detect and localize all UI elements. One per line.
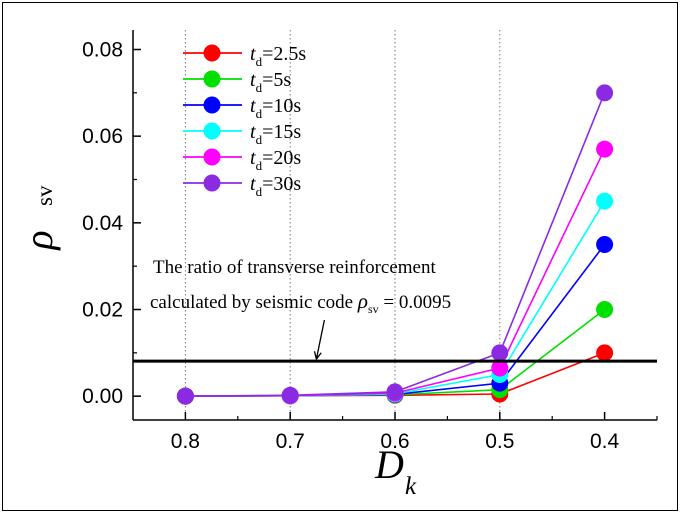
y-tick-label-0: 0.00: [82, 385, 123, 408]
legend-label-value-5: =30s: [262, 173, 301, 195]
legend-label-sub-5: d: [256, 184, 263, 199]
x-tick-label-3: 0.5: [485, 430, 514, 453]
legend-label-main-3: t: [250, 121, 256, 143]
legend-label-0: td=2.5s: [250, 43, 306, 69]
series-layer: [176, 84, 614, 405]
x-axis-label-sub: k: [405, 473, 417, 500]
legend-label-2: td=10s: [250, 95, 301, 121]
legend-label-main-5: t: [250, 173, 256, 195]
legend-label-main-2: t: [250, 95, 256, 117]
y-tick-label-4: 0.08: [82, 39, 123, 62]
annotation-prefix: calculated by seismic code: [150, 292, 358, 313]
figure-frame: [2, 2, 678, 511]
annotation: The ratio of transverse reinforcement ca…: [150, 257, 451, 361]
y-tick-label-1: 0.02: [82, 299, 123, 322]
series-1-point-4: [596, 301, 614, 318]
y-axis-label-sub: sv: [32, 185, 57, 206]
series-5-point-1: [281, 386, 299, 404]
legend-label-3: td=15s: [250, 121, 301, 147]
legend-label-value-1: =5s: [262, 69, 291, 91]
legend-marker-5: [203, 174, 221, 192]
legend-marker-0: [203, 44, 221, 62]
series-3-point-4: [596, 192, 614, 210]
legend-marker-2: [203, 96, 221, 114]
annotation-symbol: ρ: [357, 289, 368, 313]
x-tick-label-2: 0.6: [380, 430, 409, 453]
annotation-suffix: = 0.0095: [379, 292, 451, 313]
y-axis-label-main: ρ: [16, 230, 61, 251]
legend-marker-4: [203, 148, 221, 166]
legend-label-5: td=30s: [250, 173, 301, 199]
legend-label-sub-3: d: [256, 132, 263, 147]
series-5-point-3: [491, 344, 509, 362]
legend-label-sub-4: d: [256, 158, 263, 173]
series-4-point-4: [596, 140, 614, 158]
legend-label-1: td=5s: [250, 69, 291, 95]
series-4-point-3: [491, 359, 509, 377]
series-5-point-2: [386, 383, 404, 401]
legend-label-value-3: =15s: [262, 121, 301, 143]
legend-marker-3: [203, 122, 221, 140]
x-tick-label-0: 0.8: [171, 430, 200, 453]
y-axis-label: ρ sv: [16, 185, 61, 252]
legend-label-4: td=20s: [250, 147, 301, 173]
series-5-point-0: [176, 387, 194, 405]
annotation-arrow: [313, 319, 326, 361]
legend-label-main-1: t: [250, 69, 256, 91]
annotation-sub: sv: [368, 302, 379, 316]
x-axis-label-main: D: [374, 442, 404, 487]
annotation-line-1: The ratio of transverse reinforcement: [153, 257, 436, 278]
x-tick-label-1: 0.7: [276, 430, 305, 453]
ticks-layer: 0.8 0.7 0.6 0.5 0.4 0.00 0.02 0.04 0.06 0.08: [82, 39, 658, 453]
series-0-point-4: [596, 344, 614, 362]
legend-label-value-2: =10s: [262, 95, 301, 117]
legend-label-sub-1: d: [256, 80, 263, 95]
series-5-point-4: [596, 84, 614, 102]
x-tick-label-4: 0.4: [590, 430, 620, 453]
x-axis-label: D k: [374, 442, 417, 500]
legend-label-sub-0: d: [256, 54, 263, 69]
y-tick-label-3: 0.06: [82, 125, 123, 148]
legend-label-sub-2: d: [256, 106, 263, 121]
series-2-point-4: [596, 236, 614, 253]
legend-label-value-0: =2.5s: [262, 43, 306, 65]
annotation-line-2: calculated by seismic code ρsv = 0.0095: [150, 289, 451, 316]
legend-label-main-0: t: [250, 43, 256, 65]
legend-label-value-4: =20s: [262, 147, 301, 169]
legend-marker-1: [203, 70, 221, 88]
y-tick-label-2: 0.04: [82, 212, 123, 235]
legend-label-main-4: t: [250, 147, 256, 169]
